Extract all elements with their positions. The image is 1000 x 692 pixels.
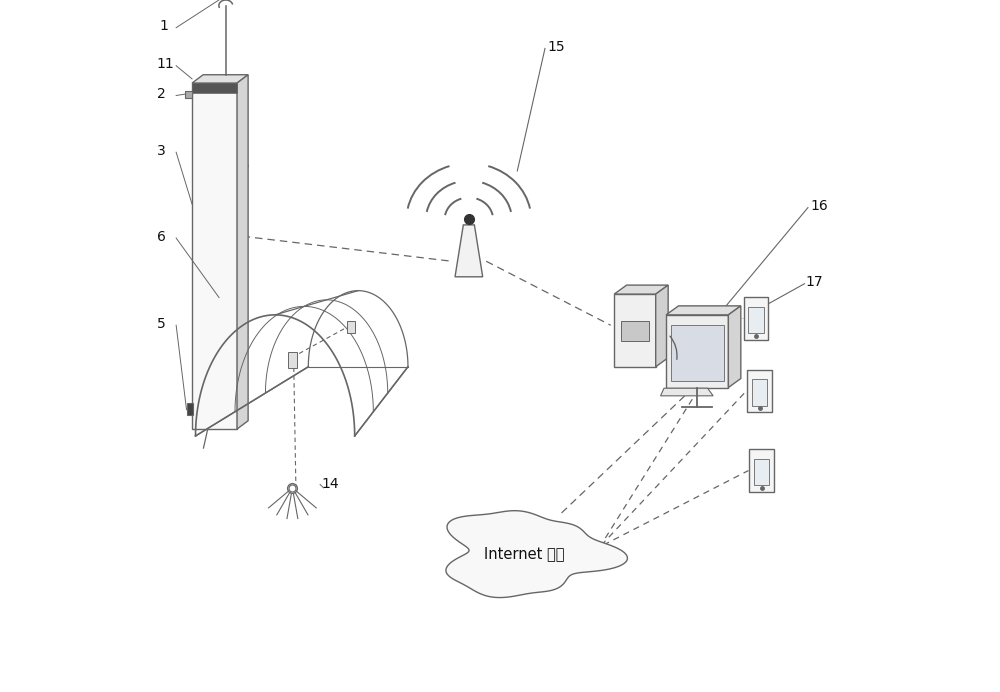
FancyBboxPatch shape [614, 294, 656, 367]
Text: 1: 1 [160, 19, 168, 33]
FancyBboxPatch shape [347, 321, 355, 334]
FancyBboxPatch shape [747, 370, 772, 412]
Polygon shape [666, 306, 741, 315]
Text: Internet 网络: Internet 网络 [484, 546, 564, 561]
Text: 14: 14 [321, 477, 339, 491]
Polygon shape [446, 511, 627, 598]
Text: 3: 3 [157, 144, 166, 158]
FancyBboxPatch shape [192, 83, 237, 429]
Polygon shape [661, 388, 713, 396]
Polygon shape [614, 285, 668, 294]
Text: 2: 2 [157, 87, 166, 101]
Polygon shape [728, 306, 741, 388]
FancyBboxPatch shape [187, 403, 193, 415]
Polygon shape [192, 75, 248, 83]
Polygon shape [656, 285, 668, 367]
FancyBboxPatch shape [621, 321, 649, 341]
FancyBboxPatch shape [748, 307, 764, 333]
Text: 5: 5 [157, 317, 166, 331]
FancyBboxPatch shape [288, 352, 297, 367]
FancyArrowPatch shape [670, 336, 677, 359]
Text: 16: 16 [810, 199, 828, 213]
Text: 15: 15 [547, 40, 565, 54]
FancyBboxPatch shape [666, 315, 728, 388]
Text: 11: 11 [157, 57, 175, 71]
Polygon shape [455, 225, 483, 277]
Text: 17: 17 [806, 275, 823, 289]
FancyBboxPatch shape [754, 459, 769, 485]
FancyBboxPatch shape [752, 379, 767, 406]
FancyBboxPatch shape [749, 449, 774, 492]
FancyBboxPatch shape [192, 83, 237, 93]
FancyBboxPatch shape [671, 325, 724, 381]
FancyBboxPatch shape [744, 297, 768, 340]
Text: 6: 6 [157, 230, 166, 244]
FancyBboxPatch shape [185, 91, 192, 98]
Polygon shape [237, 75, 248, 429]
